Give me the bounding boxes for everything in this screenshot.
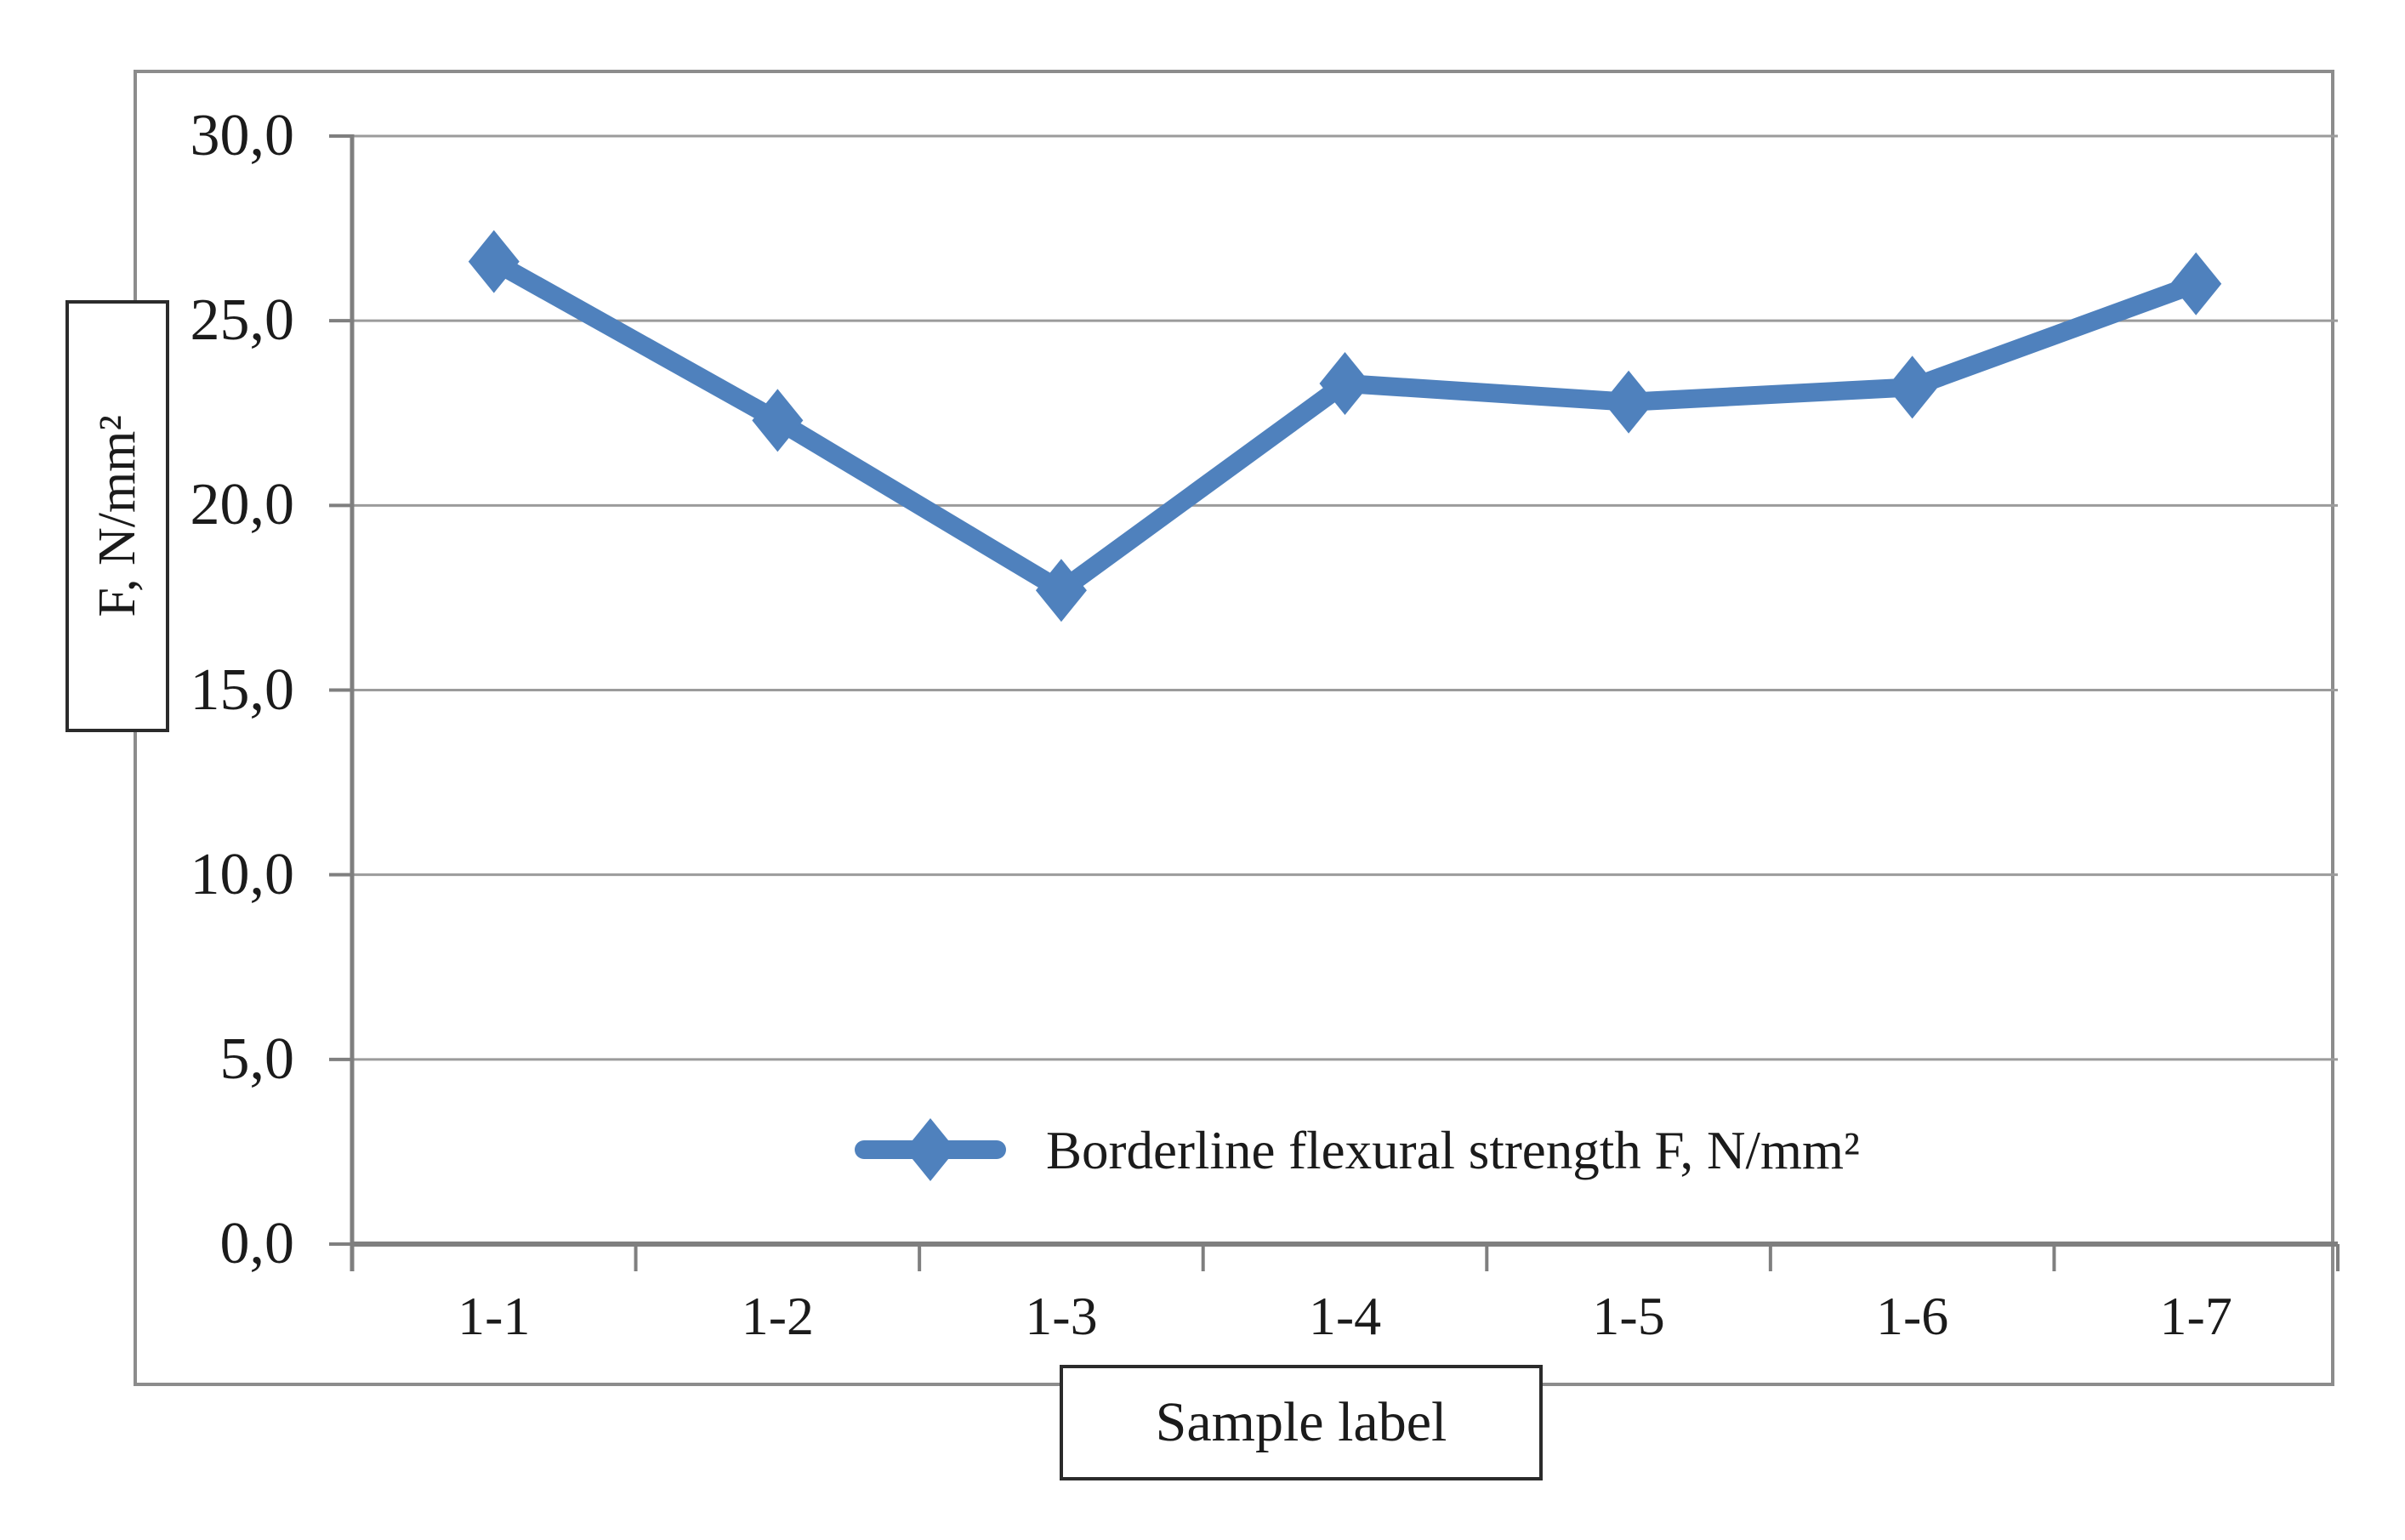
x-tick-label-1-5: 1-5	[1592, 1286, 1665, 1346]
y-tick-label-0_0: 0,0	[219, 1211, 295, 1276]
y-tick-label-20_0: 20,0	[190, 472, 295, 538]
data-point-marker-1-6	[1886, 355, 1938, 419]
legend-series-label: Borderline flexural strength F, N/mm²	[1046, 1121, 1860, 1180]
y-tick-label-5_0: 5,0	[219, 1026, 295, 1092]
data-point-marker-1-4	[1319, 352, 1371, 416]
x-tick-label-1-4: 1-4	[1308, 1286, 1382, 1346]
x-axis-title-box: Sample label	[1060, 1365, 1543, 1480]
x-tick-label-1-2: 1-2	[741, 1286, 814, 1346]
data-point-marker-1-3	[1035, 559, 1087, 622]
data-point-marker-1-2	[752, 389, 804, 452]
x-tick-label-1-7: 1-7	[2159, 1286, 2232, 1346]
y-tick-label-25_0: 25,0	[190, 287, 295, 354]
data-point-marker-1-1	[468, 230, 520, 293]
x-axis-title: Sample label	[1155, 1391, 1447, 1453]
y-axis-title-box: F, N/mm²	[65, 300, 169, 732]
y-tick-label-30_0: 30,0	[190, 103, 295, 168]
x-tick-label-1-6: 1-6	[1875, 1286, 1949, 1346]
y-tick-label-15_0: 15,0	[190, 656, 295, 723]
legend-marker-icon	[905, 1118, 956, 1181]
data-point-marker-1-7	[2170, 252, 2222, 315]
data-point-marker-1-5	[1603, 370, 1655, 434]
series-line	[484, 252, 2206, 600]
x-tick-label-1-1: 1-1	[458, 1286, 531, 1346]
x-tick-label-1-3: 1-3	[1025, 1286, 1098, 1346]
y-tick-label-10_0: 10,0	[190, 841, 295, 907]
y-axis-title: F, N/mm²	[88, 415, 146, 617]
